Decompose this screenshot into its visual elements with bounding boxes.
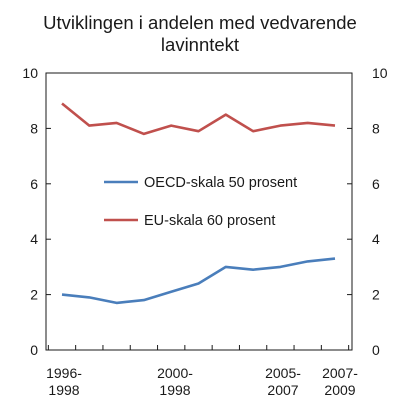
y-tick-label-right: 4 (372, 231, 380, 247)
chart-title-line-1: Utviklingen i andelen med vedvarende (43, 12, 357, 33)
y-tick-label-right: 2 (372, 287, 380, 303)
x-tick-label: 1998 (48, 382, 79, 398)
legend-label: OECD-skala 50 prosent (144, 175, 297, 191)
x-tick-label: 2007 (267, 382, 298, 398)
x-tick-label: 2005- (265, 365, 301, 381)
x-tick-label: 2000- (157, 365, 193, 381)
series-line-oecd (61, 257, 336, 305)
chart-title-line-2: lavinntekt (160, 34, 240, 55)
legend-label: EU-skala 60 prosent (144, 213, 275, 229)
x-tick-label: 1998 (159, 382, 190, 398)
series-line-eu (61, 102, 336, 136)
y-tick-label-right: 0 (372, 342, 380, 358)
x-tick-label: 2007- (322, 365, 358, 381)
plot-frame (45, 72, 353, 351)
y-tick-label-left: 0 (30, 342, 38, 358)
y-tick-label-right: 6 (372, 176, 380, 192)
y-tick-label-left: 6 (30, 176, 38, 192)
y-tick-label-left: 4 (30, 231, 38, 247)
x-tick-label: 1996- (46, 365, 82, 381)
y-tick-label-left: 2 (30, 287, 38, 303)
y-tick-label-left: 10 (22, 65, 38, 81)
y-tick-label-right: 8 (372, 120, 380, 136)
y-tick-label-left: 8 (30, 120, 38, 136)
y-tick-label-right: 10 (372, 65, 388, 81)
x-tick-label: 2009 (324, 382, 355, 398)
